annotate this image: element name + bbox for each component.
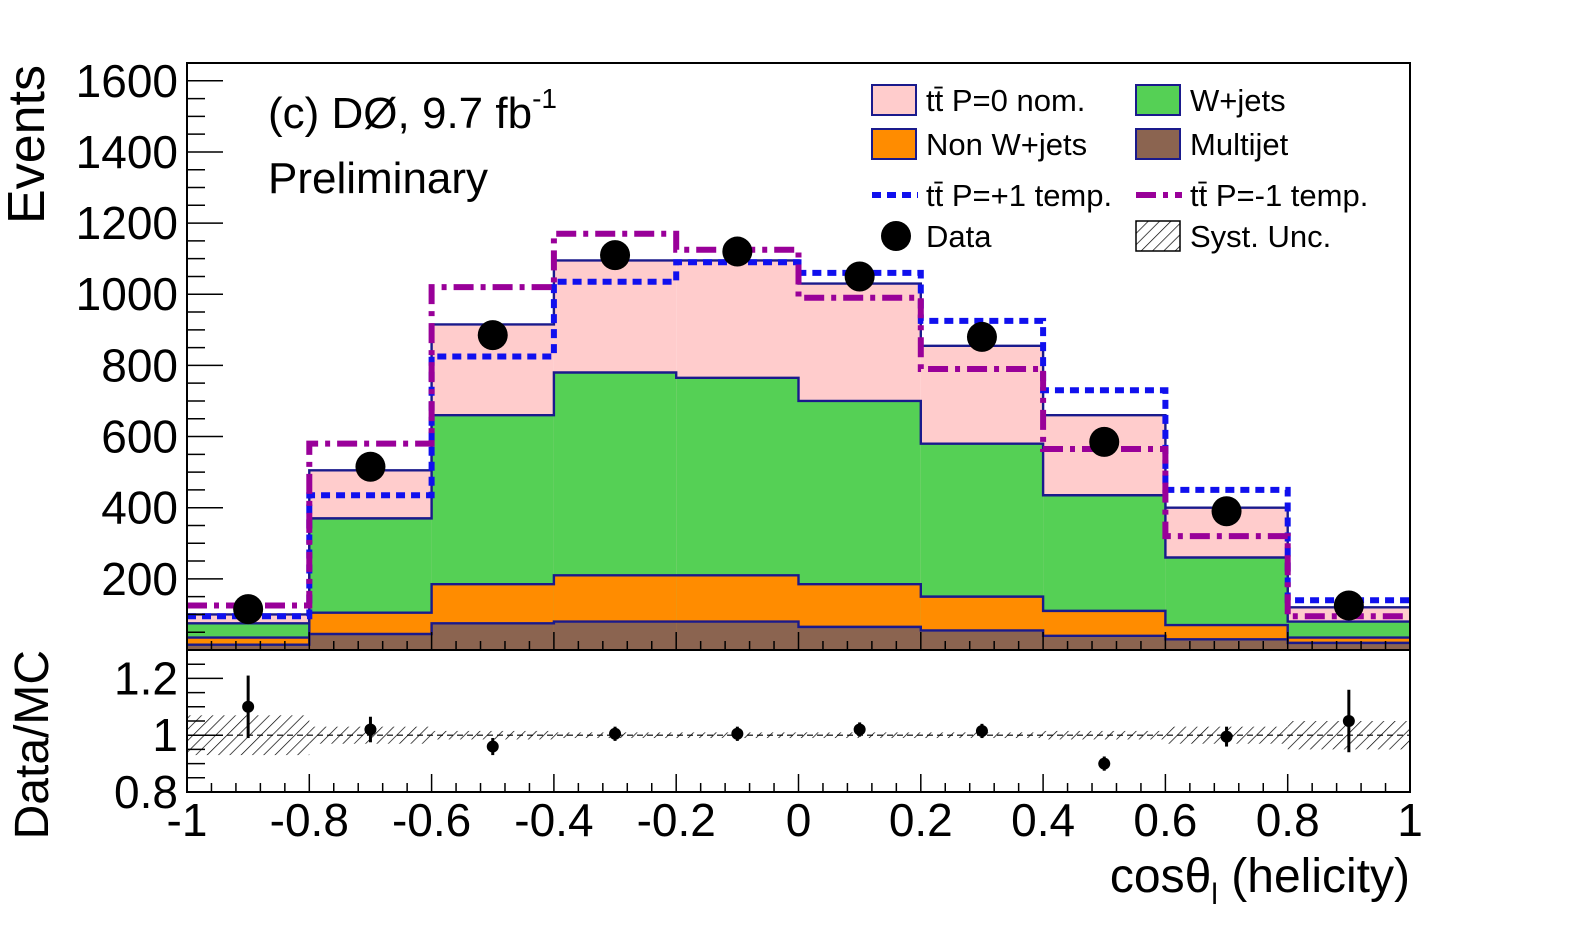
stack-bar — [1165, 639, 1288, 650]
legend-swatch — [1135, 84, 1181, 116]
y-tick-label: 600 — [101, 411, 178, 463]
legend-entry: tt̄ P=-1 temp. — [1136, 178, 1368, 213]
x-tick-label: -0.6 — [392, 794, 471, 846]
ratio-point — [853, 723, 866, 736]
chart-title: (c) DØ, 9.7 fb-1 — [268, 83, 557, 138]
x-tick-label: -1 — [167, 794, 208, 846]
x-tick-label: -0.2 — [637, 794, 716, 846]
x-tick-label: 0.4 — [1011, 794, 1075, 846]
data-points — [233, 236, 1364, 625]
legend-entry: Multijet — [1135, 127, 1289, 162]
legend-label: tt̄ P=0 nom. — [926, 83, 1085, 118]
ratio-point — [242, 700, 255, 713]
data-point — [233, 594, 264, 625]
x-tick-label: 0.6 — [1133, 794, 1197, 846]
ratio-point — [975, 724, 988, 737]
data-point — [722, 236, 753, 267]
legend-label: tt̄ P=+1 temp. — [926, 178, 1112, 213]
x-tick-label: -0.4 — [514, 794, 593, 846]
legend-label: tt̄ P=-1 temp. — [1190, 178, 1368, 213]
legend-swatch — [881, 221, 911, 251]
x-tick-label: 0.2 — [889, 794, 953, 846]
stack-bar — [798, 626, 921, 650]
template-line — [187, 230, 1410, 620]
stack-bar — [1043, 635, 1166, 650]
ratio-point — [1220, 730, 1233, 743]
y-tick-label: 1200 — [76, 197, 178, 249]
legend-label: W+jets — [1190, 83, 1286, 118]
ratio-point — [609, 727, 622, 740]
ratio-y-tick-label: 1 — [152, 709, 178, 761]
legend-entry: Data — [881, 219, 992, 254]
stack-bar — [553, 621, 677, 650]
legend-entry: Syst. Unc. — [1135, 219, 1331, 254]
y-tick-label: 400 — [101, 482, 178, 534]
main-panel — [187, 230, 1410, 650]
y-tick-label: 1600 — [76, 55, 178, 107]
stack-multijet — [187, 620, 1410, 650]
x-tick-label: 1 — [1397, 794, 1423, 846]
legend-entry: tt̄ P=+1 temp. — [872, 178, 1112, 213]
data-point — [966, 321, 997, 352]
ratio-panel — [187, 675, 1410, 771]
x-tick-label: 0.8 — [1256, 794, 1320, 846]
legend-entry: tt̄ P=0 nom. — [871, 83, 1085, 118]
ratio-point — [364, 723, 377, 736]
data-point — [600, 240, 631, 271]
ratio-point — [731, 727, 744, 740]
y-axis-title: Events — [0, 65, 56, 224]
legend-swatch — [871, 84, 917, 116]
y-tick-label: 1400 — [76, 126, 178, 178]
legend-entry: W+jets — [1135, 83, 1286, 118]
stack-bar — [920, 630, 1044, 650]
ratio-point — [486, 740, 499, 753]
legend: tt̄ P=0 nom. W+jets Non W+jets Multijet tt̄ … — [871, 83, 1368, 254]
stack-bar — [1287, 642, 1410, 650]
data-point — [477, 320, 508, 351]
legend-label: Data — [926, 219, 992, 254]
stack-bar — [187, 644, 310, 650]
stack-outline — [187, 371, 1410, 625]
legend-swatch — [871, 128, 917, 160]
legend-swatch — [1135, 220, 1181, 252]
data-point — [844, 261, 875, 292]
ratio-y-tick-label: 1.2 — [114, 652, 178, 704]
data-point — [1089, 426, 1120, 457]
legend-entry: Non W+jets — [871, 127, 1087, 162]
ratio-y-axis-title: Data/MC — [6, 650, 59, 839]
data-point — [1211, 496, 1242, 527]
y-tick-label: 800 — [101, 339, 178, 391]
legend-label: Non W+jets — [926, 127, 1087, 162]
legend-swatch — [1135, 128, 1181, 160]
legend-label: Syst. Unc. — [1190, 219, 1331, 254]
stack-bar — [676, 621, 799, 650]
stack-bar — [309, 633, 432, 650]
data-point — [355, 451, 386, 482]
data-point — [1333, 590, 1364, 621]
ratio-y-tick-label: 0.8 — [114, 766, 178, 818]
x-tick-label: -0.8 — [270, 794, 349, 846]
syst-band — [1043, 730, 1166, 740]
stack-bar — [431, 623, 554, 650]
y-tick-label: 1000 — [76, 268, 178, 320]
stack-outline — [187, 574, 1410, 639]
axes: -1 -0.8 -0.6 -0.4 -0.2 0 0.2 0.4 0.6 0.8 120040060… — [76, 55, 1423, 846]
chart-subtitle: Preliminary — [268, 154, 488, 203]
ratio-point — [1342, 715, 1355, 727]
x-axis-title: cosθl (helicity) — [1110, 850, 1410, 911]
ratio-point — [1098, 757, 1111, 770]
legend-label: Multijet — [1190, 127, 1289, 162]
x-tick-label: 0 — [786, 794, 812, 846]
y-tick-label: 200 — [101, 553, 178, 605]
